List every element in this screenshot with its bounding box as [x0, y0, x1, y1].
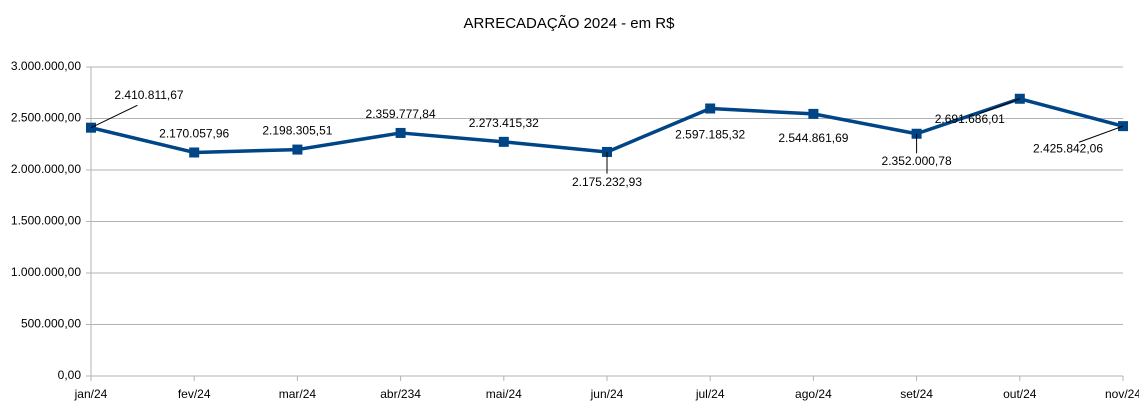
point-marker — [705, 103, 716, 114]
point-marker — [86, 122, 96, 133]
x-tick-label: out/24 — [1003, 387, 1037, 401]
data-label: 2.410.811,67 — [114, 88, 184, 102]
x-tick-label: jun/24 — [590, 387, 624, 401]
leader-line — [1078, 125, 1124, 143]
data-label: 2.425.842,06 — [1033, 141, 1103, 155]
y-tick-label: 2.000.000,00 — [11, 162, 81, 176]
data-label: 2.691.686,01 — [935, 112, 1005, 126]
data-label: 2.359.777,84 — [366, 107, 436, 121]
data-label: 2.597.185,32 — [675, 128, 745, 142]
x-tick-label: mar/24 — [279, 387, 317, 401]
point-marker — [498, 136, 509, 147]
data-label: 2.273.415,32 — [469, 116, 539, 130]
x-tick-label: jan/24 — [74, 387, 108, 401]
point-marker — [292, 144, 303, 155]
y-tick-label: 3.000.000,00 — [11, 59, 81, 73]
x-tick-label: ago/24 — [795, 387, 832, 401]
point-marker — [1014, 93, 1025, 104]
point-marker — [189, 147, 200, 158]
data-label: 2.352.000,78 — [882, 154, 952, 168]
x-tick-label: set/24 — [900, 387, 933, 401]
leader-line — [979, 98, 1020, 114]
data-label: 2.198.305,51 — [262, 124, 332, 138]
chart-title: ARRECADAÇÃO 2024 - em R$ — [464, 15, 676, 32]
x-tick-label: mai/24 — [486, 387, 522, 401]
leader-line — [90, 104, 138, 129]
y-tick-label: 0,00 — [58, 368, 82, 382]
point-marker — [395, 127, 406, 138]
point-marker — [808, 108, 819, 119]
x-tick-label: nov/24 — [1105, 387, 1139, 401]
x-tick-label: fev/24 — [178, 387, 211, 401]
data-label: 2.544.861,69 — [778, 131, 848, 145]
data-label: 2.175.232,93 — [572, 175, 642, 189]
y-tick-label: 1.000.000,00 — [11, 265, 81, 279]
data-label: 2.170.057,96 — [159, 127, 229, 141]
y-tick-label: 500.000,00 — [21, 317, 81, 331]
x-tick-label: jul/24 — [695, 387, 725, 401]
y-tick-label: 1.500.000,00 — [11, 214, 81, 228]
y-tick-label: 2.500.000,00 — [11, 111, 81, 125]
x-tick-label: abr/234 — [380, 387, 421, 401]
